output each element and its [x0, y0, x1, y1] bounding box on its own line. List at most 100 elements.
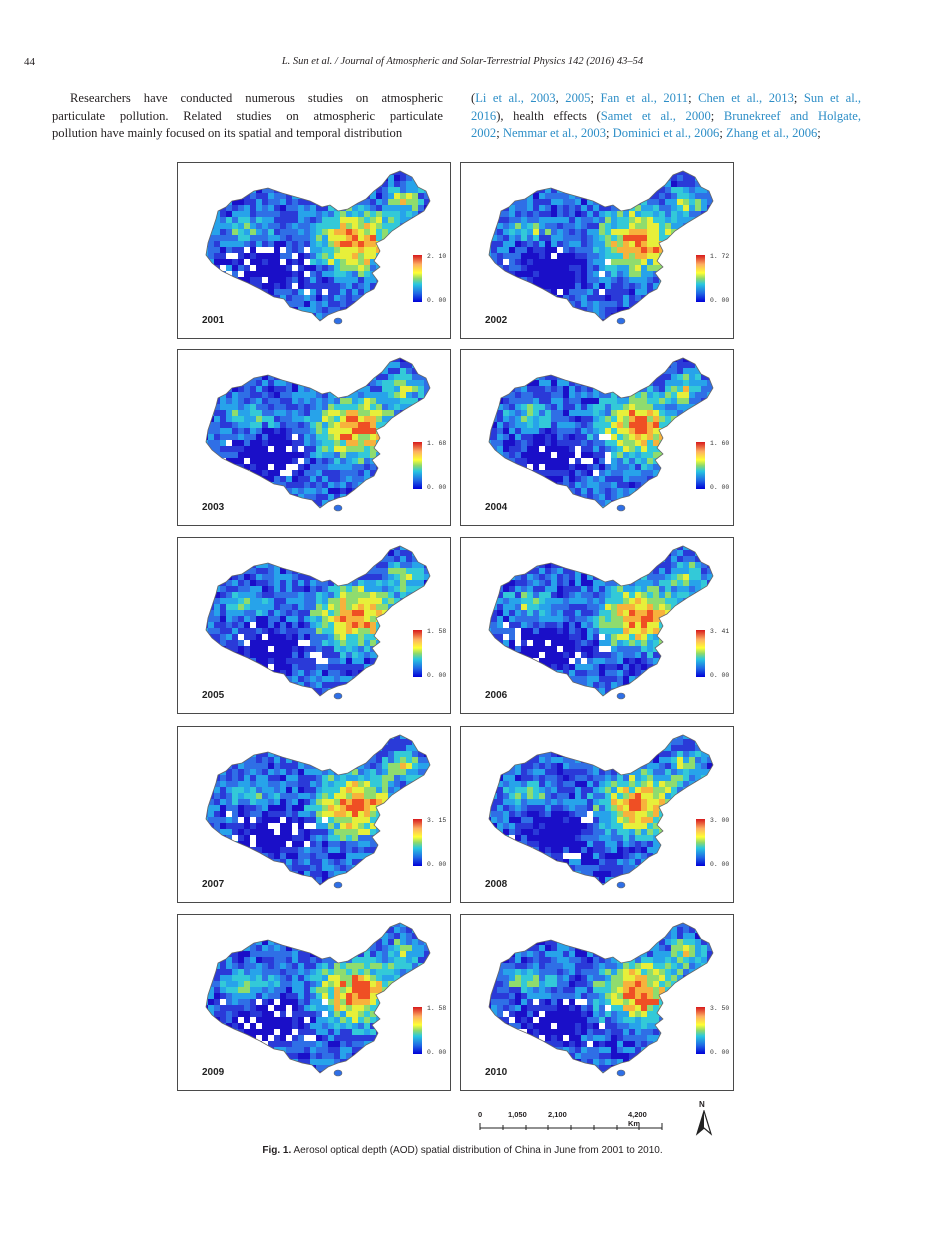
china-outline: [205, 922, 431, 1074]
body-right-line-2: 2016), health effects (Samet et al., 200…: [471, 108, 861, 126]
citation-link[interactable]: Fan et al., 2011: [600, 91, 689, 105]
legend-max-value: 1. 68: [427, 440, 447, 447]
body-right-line-1: (Li et al., 2003, 2005; Fan et al., 2011…: [471, 90, 861, 108]
citation-link[interactable]: Li et al., 2003: [475, 91, 556, 105]
legend-max-value: 3. 00: [710, 817, 730, 824]
citation-link[interactable]: Dominici et al., 2006: [612, 126, 720, 141]
citation-link[interactable]: Brunekreef and Holgate,: [723, 108, 861, 123]
panel-year-label: 2003: [202, 502, 225, 513]
aod-map: [488, 734, 714, 889]
body-line-3: pollution have mainly focused on its spa…: [52, 126, 403, 141]
scale-label-2100: 2,100: [548, 1110, 567, 1119]
legend-color-bar: [696, 1007, 705, 1054]
north-arrow-icon: [695, 1110, 713, 1136]
body-text-run: ), health effects (: [496, 108, 601, 123]
aod-map-panel-2006: 2006 3. 41 0. 00: [460, 537, 734, 714]
citation-link[interactable]: Zhang et al., 2006: [726, 126, 818, 141]
hainan-island: [333, 504, 343, 512]
legend-max-value: 1. 72: [710, 253, 730, 260]
citation-link[interactable]: Samet et al., 2000: [600, 108, 711, 123]
aod-map-panel-2008: 2008 3. 00 0. 00: [460, 726, 734, 903]
citation-link[interactable]: Nemmar et al., 2003: [502, 126, 607, 141]
panel-year-label: 2002: [485, 315, 508, 326]
legend-min-value: 0. 00: [710, 484, 730, 491]
panel-year-label: 2006: [485, 690, 508, 701]
hainan-island: [616, 504, 626, 512]
body-line-1: Researchers have conducted numerous stud…: [70, 91, 443, 105]
hainan-island: [616, 881, 626, 889]
legend-max-value: 1. 58: [427, 628, 447, 635]
panel-year-label: 2005: [202, 690, 225, 701]
body-text-run: ;: [606, 126, 613, 141]
legend-min-value: 0. 00: [710, 1049, 730, 1056]
aod-map: [205, 734, 431, 889]
body-text-run: (: [471, 91, 476, 105]
panel-year-label: 2009: [202, 1067, 225, 1078]
hainan-island: [333, 881, 343, 889]
hainan-island: [616, 692, 626, 700]
scale-label-1050: 1,050: [508, 1110, 527, 1119]
china-outline: [488, 357, 714, 509]
body-right-line-3: 2002; Nemmar et al., 2003; Dominici et a…: [471, 125, 861, 143]
china-outline: [488, 922, 714, 1074]
citation-link[interactable]: 2002: [471, 126, 497, 141]
hainan-island: [333, 317, 343, 325]
aod-map: [205, 545, 431, 700]
legend-color-bar: [413, 1007, 422, 1054]
panel-year-label: 2004: [485, 502, 508, 513]
citation-link[interactable]: 2016: [471, 108, 497, 123]
body-text-run: ;: [710, 108, 724, 123]
citation-link[interactable]: 2005: [565, 91, 591, 105]
body-text-right-column: (Li et al., 2003, 2005; Fan et al., 2011…: [471, 90, 861, 143]
aod-map: [488, 357, 714, 512]
legend-max-value: 3. 50: [710, 1005, 730, 1012]
page-number: 44: [24, 56, 35, 68]
china-outline: [488, 170, 714, 322]
aod-map: [488, 922, 714, 1077]
legend-max-value: 1. 58: [427, 1005, 447, 1012]
body-text-run: ;: [590, 91, 601, 105]
figure-caption: Fig. 1. Aerosol optical depth (AOD) spat…: [0, 1145, 925, 1156]
aod-map-panel-2003: 2003 1. 68 0. 00: [177, 349, 451, 526]
legend-color-bar: [413, 255, 422, 302]
body-text-run: ;: [817, 126, 821, 141]
caption-label: Fig. 1.: [262, 1145, 292, 1156]
legend-min-value: 0. 00: [427, 297, 447, 304]
north-label: N: [699, 1100, 705, 1109]
aod-map: [205, 357, 431, 512]
aod-map-panel-2004: 2004 1. 60 0. 00: [460, 349, 734, 526]
citation-link[interactable]: Chen et al., 2013: [698, 91, 794, 105]
china-outline: [488, 545, 714, 697]
body-text-run: ;: [719, 126, 727, 141]
hainan-island: [333, 1069, 343, 1077]
legend-color-bar: [413, 442, 422, 489]
legend-min-value: 0. 00: [427, 1049, 447, 1056]
citation-link[interactable]: Sun et al.,: [803, 91, 861, 105]
legend-color-bar: [696, 819, 705, 866]
hainan-island: [333, 692, 343, 700]
aod-map-panel-2010: 2010 3. 50 0. 00: [460, 914, 734, 1091]
legend-max-value: 2. 10: [427, 253, 447, 260]
legend-min-value: 0. 00: [427, 672, 447, 679]
legend-color-bar: [413, 819, 422, 866]
legend-max-value: 1. 60: [710, 440, 730, 447]
running-head: L. Sun et al. / Journal of Atmospheric a…: [281, 56, 644, 67]
hainan-island: [616, 317, 626, 325]
legend-min-value: 0. 00: [427, 861, 447, 868]
panel-year-label: 2001: [202, 315, 225, 326]
body-text-run: ;: [793, 91, 804, 105]
hainan-island: [616, 1069, 626, 1077]
china-outline: [205, 357, 431, 509]
legend-min-value: 0. 00: [710, 297, 730, 304]
china-outline: [205, 170, 431, 322]
body-line-2: particulate pollution. Related studies o…: [52, 108, 443, 123]
panel-year-label: 2010: [485, 1067, 508, 1078]
body-text-run: ;: [496, 126, 503, 141]
aod-map: [488, 170, 714, 325]
scale-bar-graphic: [479, 1123, 663, 1130]
aod-map-panel-2001: 2001 2. 10 0. 00: [177, 162, 451, 339]
scale-label-4200: 4,200 Km: [628, 1110, 647, 1128]
china-outline: [205, 545, 431, 697]
body-text-left-column: Researchers have conducted numerous stud…: [52, 90, 443, 143]
legend-color-bar: [696, 442, 705, 489]
